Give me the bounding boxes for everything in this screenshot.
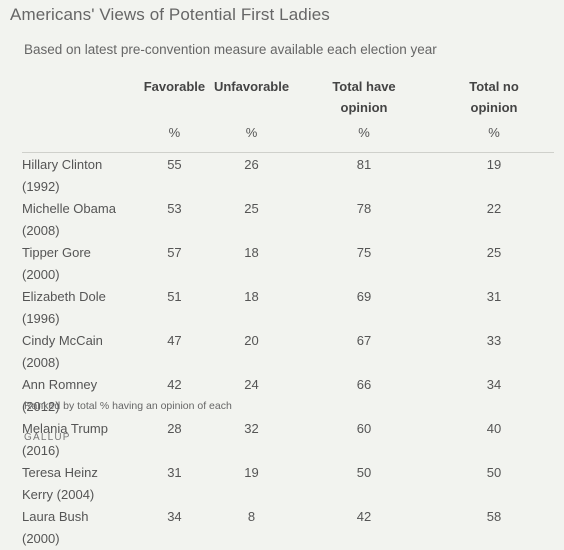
percent-label: % xyxy=(358,125,370,140)
cell-total-opinion: 66 xyxy=(356,377,372,392)
cell-total-opinion: 42 xyxy=(356,509,372,524)
cell-unfavorable: 8 xyxy=(247,509,256,524)
row-name: Teresa Heinz Kerry (2004) xyxy=(22,465,98,502)
cell-total-opinion: 50 xyxy=(356,465,372,480)
percent-label: % xyxy=(245,125,258,140)
cell-total-opinion: 78 xyxy=(356,201,372,216)
cell-favorable: 31 xyxy=(167,465,182,480)
brand-logo: GALLUP xyxy=(24,432,71,443)
cell-total-opinion: 60 xyxy=(356,421,372,436)
cell-unfavorable: 25 xyxy=(244,201,259,216)
cell-unfavorable: 18 xyxy=(244,289,259,304)
column-header-total-have-opinion: Total have opinion xyxy=(332,79,396,115)
cell-unfavorable: 26 xyxy=(244,157,259,172)
table-row: Laura Bush (2000) 34 8 42 58 xyxy=(22,506,554,550)
column-header-favorable: Favorable xyxy=(143,79,206,94)
cell-favorable: 55 xyxy=(167,157,182,172)
cell-total-opinion: 67 xyxy=(356,333,372,348)
cell-total-opinion: 81 xyxy=(356,157,372,172)
cell-favorable: 47 xyxy=(167,333,182,348)
page-subtitle: Based on latest pre-convention measure a… xyxy=(24,42,437,57)
cell-no-opinion: 34 xyxy=(486,377,502,392)
cell-unfavorable: 18 xyxy=(244,245,259,260)
cell-unfavorable: 24 xyxy=(244,377,259,392)
cell-no-opinion: 22 xyxy=(486,201,502,216)
cell-no-opinion: 31 xyxy=(486,289,502,304)
table-row: Cindy McCain (2008) 47 20 67 33 xyxy=(22,330,554,374)
table-row: Teresa Heinz Kerry (2004) 31 19 50 50 xyxy=(22,462,554,506)
column-header-unfavorable: Unfavorable xyxy=(213,79,290,94)
row-name: Laura Bush (2000) xyxy=(22,509,89,546)
page-title: Americans' Views of Potential First Ladi… xyxy=(10,5,330,24)
row-name: Ann Romney (2012) xyxy=(22,377,98,414)
row-name: Elizabeth Dole (1996) xyxy=(22,289,106,326)
row-name: Hillary Clinton (1992) xyxy=(22,157,103,194)
percent-label: % xyxy=(488,125,500,140)
column-header-total-no-opinion: Total no opinion xyxy=(469,79,519,115)
cell-favorable: 34 xyxy=(167,509,182,524)
name-column-header xyxy=(22,72,140,122)
cell-unfavorable: 19 xyxy=(244,465,259,480)
cell-no-opinion: 25 xyxy=(486,245,502,260)
cell-favorable: 28 xyxy=(167,421,182,436)
row-name: Tipper Gore (2000) xyxy=(22,245,91,282)
footnote: Ranked by total % having an opinion of e… xyxy=(24,400,232,412)
cell-no-opinion: 40 xyxy=(486,421,502,436)
cell-total-opinion: 69 xyxy=(356,289,372,304)
row-name: Cindy McCain (2008) xyxy=(22,333,103,370)
cell-favorable: 42 xyxy=(167,377,182,392)
cell-unfavorable: 32 xyxy=(244,421,259,436)
cell-no-opinion: 58 xyxy=(486,509,502,524)
cell-no-opinion: 33 xyxy=(486,333,502,348)
data-table: Favorable Unfavorable Total have opinion… xyxy=(22,72,554,550)
row-name: Michelle Obama (2008) xyxy=(22,201,116,238)
table-row: Tipper Gore (2000) 57 18 75 25 xyxy=(22,242,554,286)
table-row: Elizabeth Dole (1996) 51 18 69 31 xyxy=(22,286,554,330)
cell-unfavorable: 20 xyxy=(244,333,259,348)
percent-label: % xyxy=(168,125,181,140)
table-row: Hillary Clinton (1992) 55 26 81 19 xyxy=(22,153,554,199)
cell-no-opinion: 50 xyxy=(486,465,502,480)
cell-favorable: 51 xyxy=(167,289,182,304)
cell-favorable: 53 xyxy=(167,201,182,216)
table-row: Melania Trump (2016) 28 32 60 40 xyxy=(22,418,554,462)
cell-no-opinion: 19 xyxy=(486,157,502,172)
cell-total-opinion: 75 xyxy=(356,245,372,260)
cell-favorable: 57 xyxy=(167,245,182,260)
table-row: Ann Romney (2012) 42 24 66 34 xyxy=(22,374,554,418)
table-row: Michelle Obama (2008) 53 25 78 22 xyxy=(22,198,554,242)
